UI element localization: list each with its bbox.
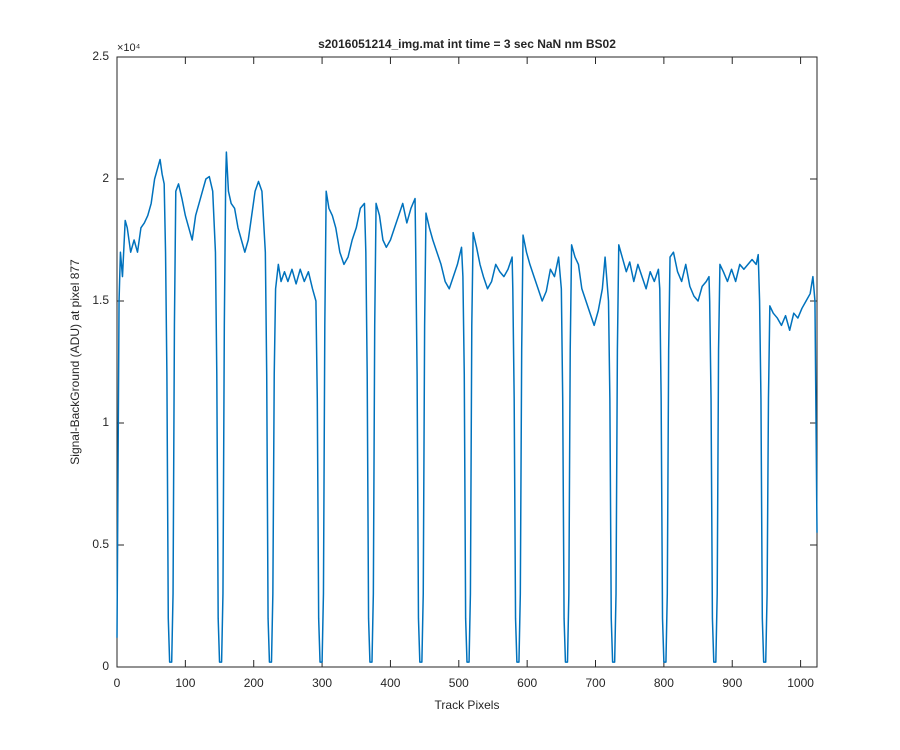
x-tick-label: 0 xyxy=(114,676,121,690)
y-tick-label: 0.5 xyxy=(92,537,109,551)
x-tick-label: 1000 xyxy=(787,676,814,690)
x-tick-label: 800 xyxy=(654,676,674,690)
y-tick-label: 1.5 xyxy=(92,293,109,307)
y-axis-label: Signal-BackGround (ADU) at pixel 877 xyxy=(68,259,82,465)
y-tick-label: 2 xyxy=(102,171,109,185)
chart-title: s2016051214_img.mat int time = 3 sec NaN… xyxy=(318,37,616,51)
x-tick-label: 200 xyxy=(244,676,264,690)
y-tick-label: 1 xyxy=(102,415,109,429)
y-tick-label: 0 xyxy=(102,659,109,673)
x-tick-label: 600 xyxy=(517,676,537,690)
x-tick-label: 700 xyxy=(586,676,606,690)
data-line xyxy=(116,151,818,663)
x-tick-label: 300 xyxy=(312,676,332,690)
x-tick-label: 100 xyxy=(175,676,195,690)
x-tick-label: 500 xyxy=(449,676,469,690)
x-tick-label: 400 xyxy=(380,676,400,690)
x-tick-label: 900 xyxy=(722,676,742,690)
x-axis-label: Track Pixels xyxy=(435,698,500,712)
plot-box xyxy=(116,56,818,668)
y-tick-label: 2.5 xyxy=(92,49,109,63)
y-exponent: ×10⁴ xyxy=(117,42,141,54)
